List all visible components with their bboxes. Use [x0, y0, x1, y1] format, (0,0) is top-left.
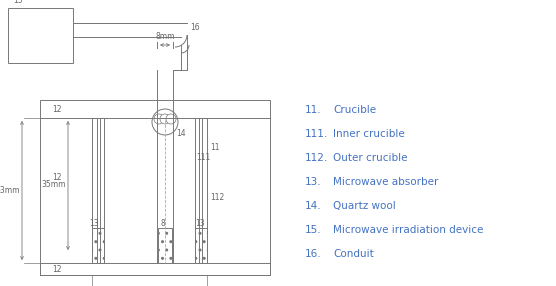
Bar: [92, 228, 104, 263]
Bar: [8, 8, 73, 63]
Bar: [195, 118, 199, 263]
Text: Inner crucible: Inner crucible: [333, 129, 405, 139]
Text: 16: 16: [190, 23, 200, 33]
Text: 8mm: 8mm: [155, 32, 175, 41]
Text: 8: 8: [161, 219, 165, 227]
Text: Crucible: Crucible: [333, 105, 376, 115]
Text: 11.: 11.: [305, 105, 321, 115]
Text: 53mm: 53mm: [0, 186, 20, 195]
Bar: [202, 118, 207, 263]
Text: Quartz wool: Quartz wool: [333, 201, 396, 211]
Text: 112.: 112.: [305, 153, 328, 163]
Text: 11: 11: [210, 144, 220, 152]
Bar: [40, 263, 270, 275]
Circle shape: [152, 109, 178, 135]
Text: Microwave irradiation device: Microwave irradiation device: [333, 225, 483, 235]
Text: 13: 13: [89, 219, 99, 227]
Text: 13.: 13.: [305, 177, 321, 187]
Text: 12: 12: [52, 265, 62, 273]
Bar: [40, 100, 270, 275]
Bar: [92, 118, 97, 263]
Text: 14.: 14.: [305, 201, 321, 211]
Text: Microwave absorber: Microwave absorber: [333, 177, 438, 187]
Circle shape: [160, 114, 170, 124]
Text: 16.: 16.: [305, 249, 321, 259]
Text: Conduit: Conduit: [333, 249, 374, 259]
Text: 12: 12: [52, 174, 62, 182]
Text: 12: 12: [52, 104, 62, 114]
Text: 13: 13: [195, 219, 205, 227]
Bar: [195, 228, 207, 263]
Text: Outer crucible: Outer crucible: [333, 153, 408, 163]
Text: 112: 112: [210, 194, 224, 202]
Bar: [158, 228, 172, 263]
Circle shape: [166, 114, 176, 124]
Text: 111: 111: [196, 154, 210, 162]
Text: 111.: 111.: [305, 129, 328, 139]
Text: 15: 15: [13, 0, 23, 5]
Text: 15.: 15.: [305, 225, 321, 235]
Circle shape: [154, 114, 164, 124]
Text: 14: 14: [176, 130, 186, 138]
Bar: [100, 118, 104, 263]
Text: 35mm: 35mm: [42, 180, 66, 189]
